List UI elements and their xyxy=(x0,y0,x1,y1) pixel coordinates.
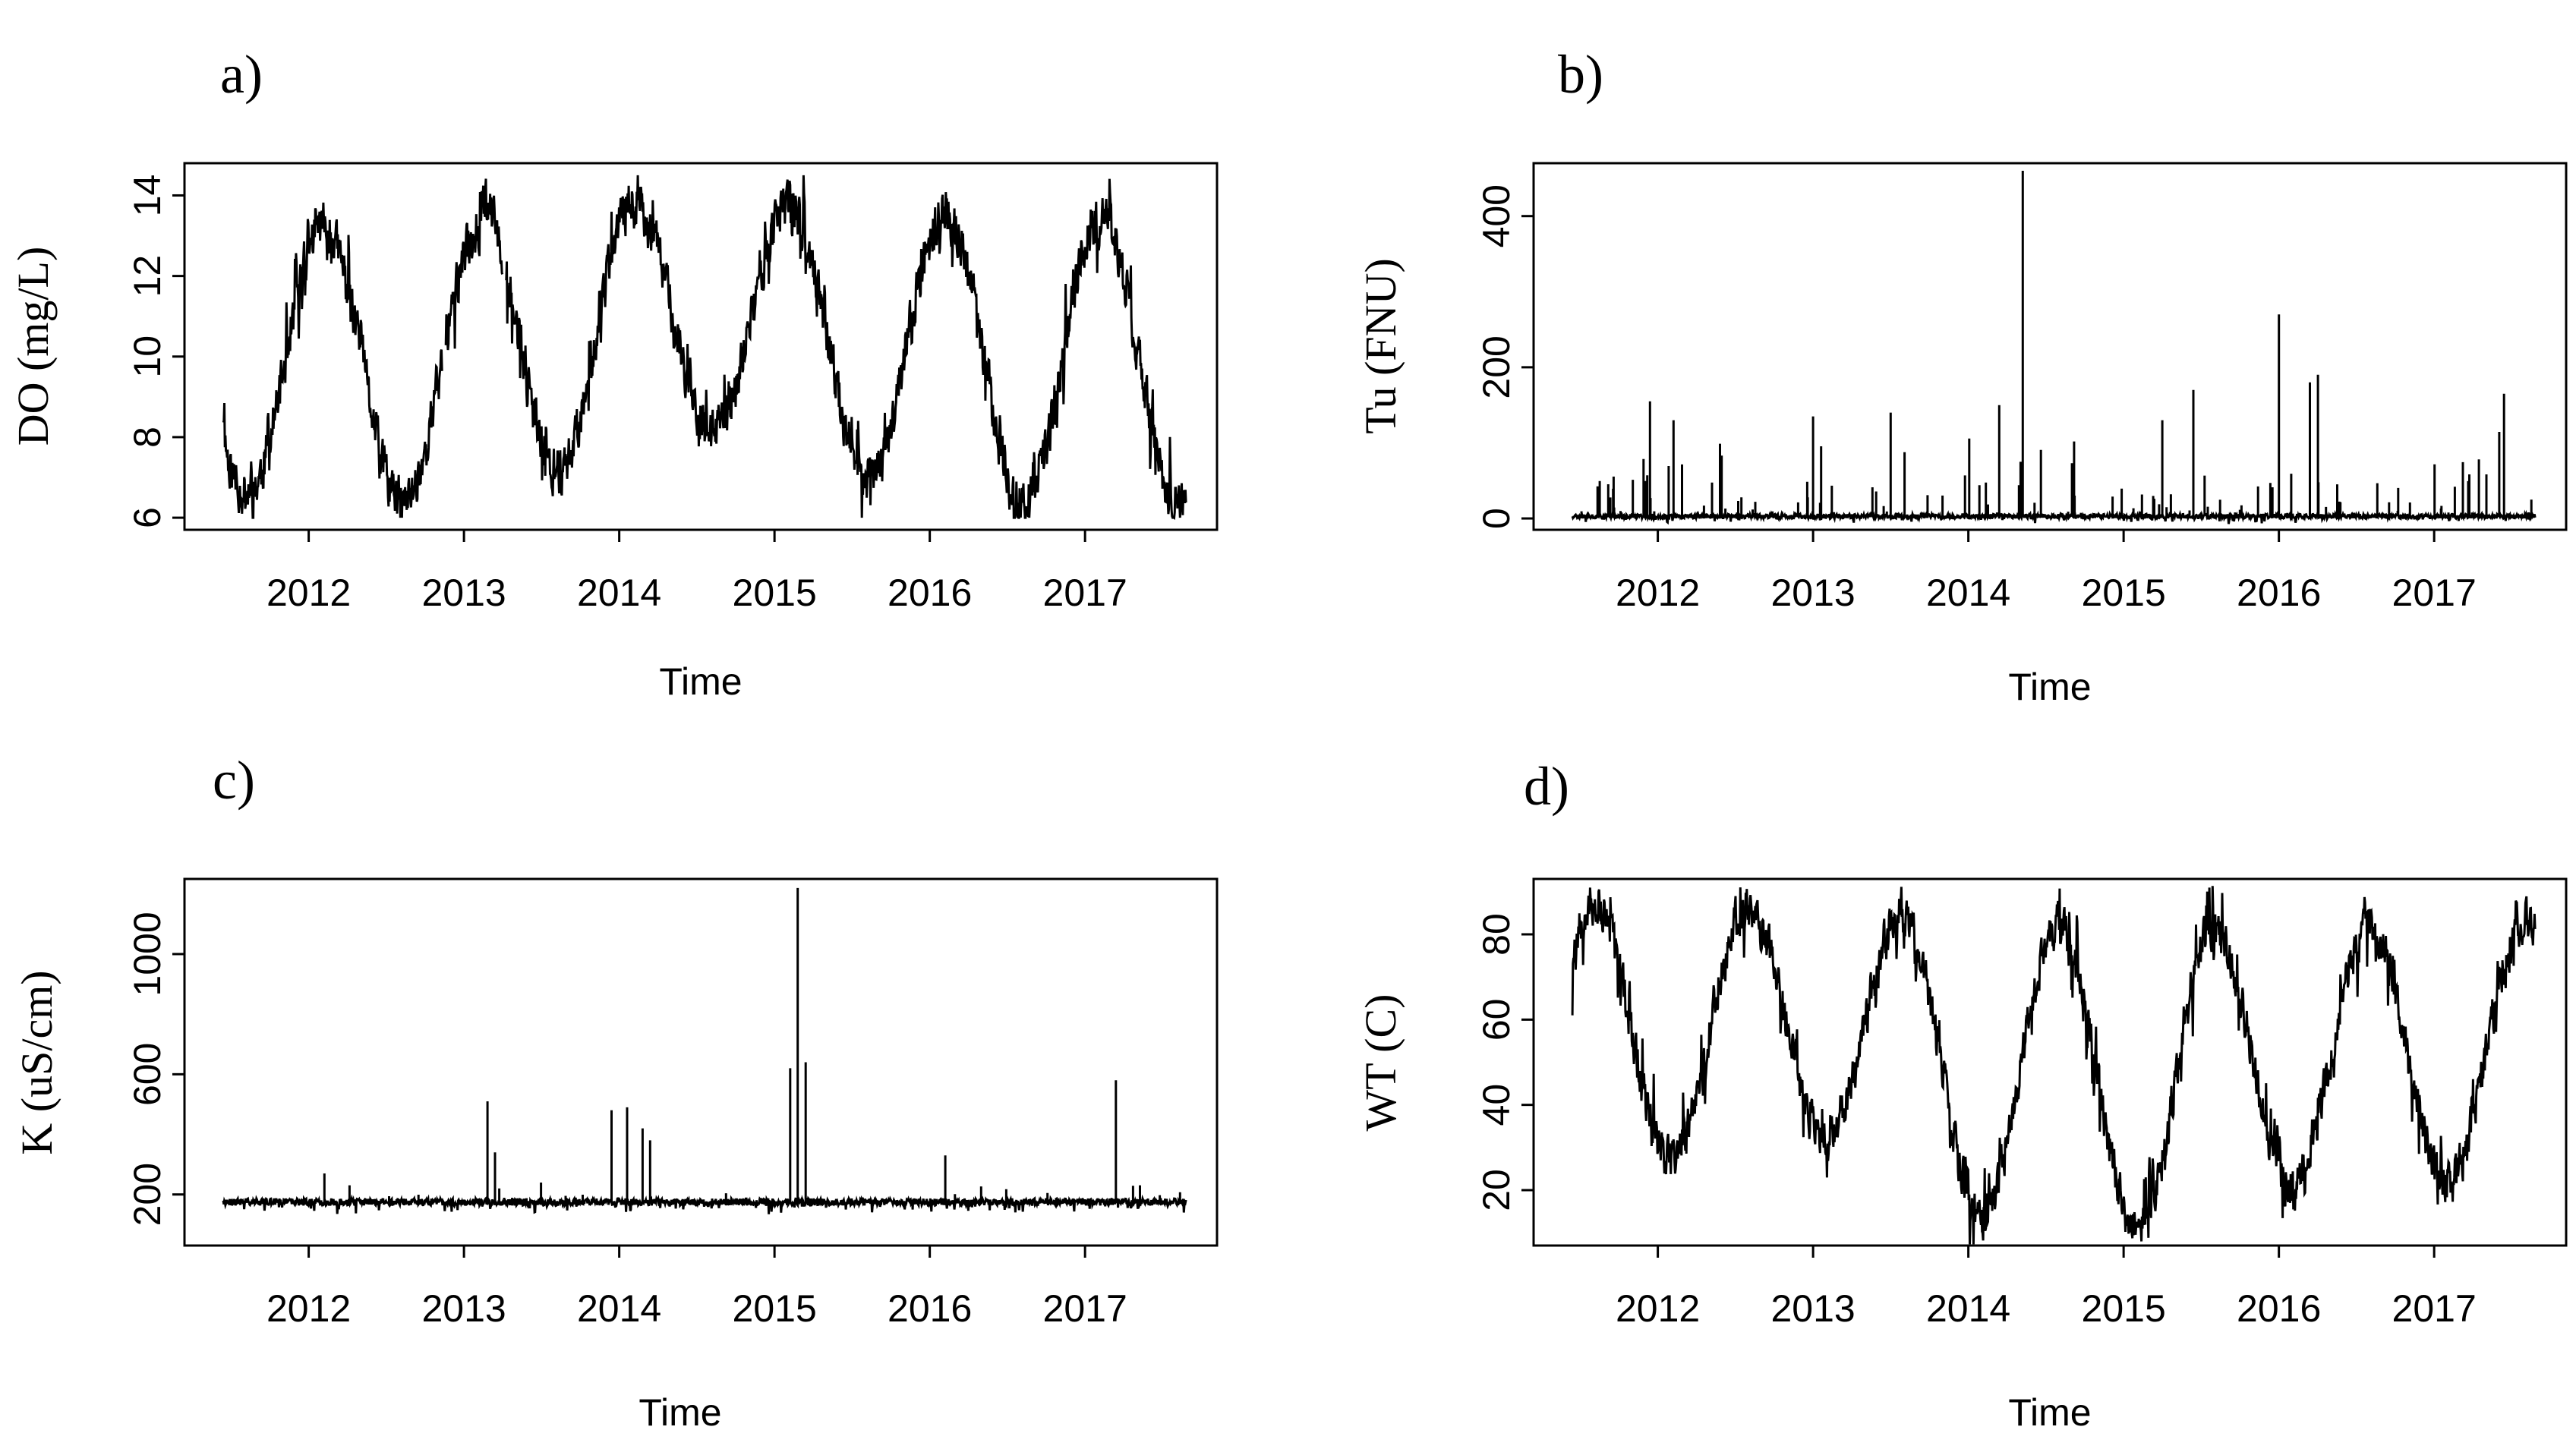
panel-d-ticks: 2012 2013 2014 2015 2016 2017 20 40 60 80 xyxy=(1475,913,2477,1330)
y-tick-label: 40 xyxy=(1475,1084,1518,1126)
panel-d-y-label: WT (C) xyxy=(1356,994,1405,1132)
y-tick-label: 200 xyxy=(126,1163,169,1226)
y-tick-label: 0 xyxy=(1475,508,1518,529)
y-tick-label: 600 xyxy=(126,1043,169,1106)
panel-d: d) 2012 2013 2014 2015 2016 2017 20 40 60 80 Time… xyxy=(1356,756,2568,1434)
y-tick-label: 200 xyxy=(1475,335,1518,398)
x-tick-label: 2014 xyxy=(1926,1287,2010,1330)
panel-c-x-label: Time xyxy=(638,1391,721,1434)
x-tick-label: 2014 xyxy=(577,572,661,614)
x-tick-label: 2013 xyxy=(1771,572,1856,614)
panel-a-ticks: 2012 2013 2014 2015 2016 2017 6 8 10 12 14 xyxy=(126,175,1127,614)
panel-c-y-label: K (uS/cm) xyxy=(12,970,61,1154)
panel-c-series xyxy=(222,887,1187,1214)
panel-c: c) 2012 2013 2014 2015 2016 2017 200 600 1000 Ti… xyxy=(12,750,1219,1434)
x-tick-label: 2014 xyxy=(577,1287,661,1330)
y-tick-label: 14 xyxy=(126,175,169,217)
x-tick-label: 2015 xyxy=(733,1287,817,1330)
x-tick-label: 2015 xyxy=(733,572,817,614)
x-tick-label: 2017 xyxy=(2392,1287,2477,1330)
x-tick-label: 2012 xyxy=(266,572,351,614)
panel-d-x-label: Time xyxy=(2008,1391,2091,1434)
y-tick-label: 6 xyxy=(126,507,169,528)
panel-c-title: c) xyxy=(213,750,255,811)
y-tick-label: 8 xyxy=(126,427,169,448)
panel-b-x-label: Time xyxy=(2008,666,2091,708)
panel-b-plot-frame xyxy=(1532,162,2568,531)
x-tick-label: 2016 xyxy=(888,1287,972,1330)
x-tick-label: 2017 xyxy=(1043,1287,1127,1330)
panel-d-series xyxy=(1571,886,2537,1245)
panel-a: a) 2012 2013 2014 2015 2016 2017 6 8 10 12 14 Time… xyxy=(8,44,1219,703)
y-tick-label: 20 xyxy=(1475,1169,1518,1211)
panel-b-line xyxy=(1571,171,2537,525)
panel-a-y-label: DO (mg/L) xyxy=(8,247,58,446)
x-tick-label: 2013 xyxy=(422,1287,506,1330)
x-tick-label: 2015 xyxy=(2082,572,2166,614)
y-tick-label: 60 xyxy=(1475,999,1518,1041)
panel-c-line xyxy=(222,887,1187,1214)
x-tick-label: 2017 xyxy=(1043,572,1127,614)
y-tick-label: 80 xyxy=(1475,913,1518,956)
y-tick-label: 12 xyxy=(126,255,169,298)
panel-a-x-label: Time xyxy=(659,660,742,703)
panel-d-title: d) xyxy=(1524,756,1569,817)
x-tick-label: 2015 xyxy=(2082,1287,2166,1330)
x-tick-label: 2013 xyxy=(422,572,506,614)
panel-a-plot-frame xyxy=(183,162,1219,531)
x-tick-label: 2016 xyxy=(2237,572,2321,614)
panel-d-line xyxy=(1571,886,2537,1245)
panel-b-series xyxy=(1571,171,2537,525)
panel-a-line xyxy=(222,175,1187,521)
y-tick-label: 400 xyxy=(1475,184,1518,247)
x-tick-label: 2013 xyxy=(1771,1287,1856,1330)
panel-b-title: b) xyxy=(1558,44,1603,105)
panel-a-series xyxy=(222,175,1187,521)
x-tick-label: 2016 xyxy=(888,572,972,614)
x-tick-label: 2012 xyxy=(1616,1287,1700,1330)
panel-c-ticks: 2012 2013 2014 2015 2016 2017 200 600 1000 xyxy=(126,912,1127,1330)
panel-b-y-label: Tu (FNU) xyxy=(1356,258,1405,434)
x-tick-label: 2014 xyxy=(1926,572,2010,614)
y-tick-label: 1000 xyxy=(126,912,169,996)
x-tick-label: 2012 xyxy=(266,1287,351,1330)
panel-a-title: a) xyxy=(220,44,263,105)
y-tick-label: 10 xyxy=(126,335,169,378)
panel-c-plot-frame xyxy=(183,877,1219,1247)
panel-b-ticks: 2012 2013 2014 2015 2016 2017 0 200 400 xyxy=(1475,184,2477,614)
x-tick-label: 2016 xyxy=(2237,1287,2321,1330)
x-tick-label: 2017 xyxy=(2392,572,2477,614)
x-tick-label: 2012 xyxy=(1616,572,1700,614)
